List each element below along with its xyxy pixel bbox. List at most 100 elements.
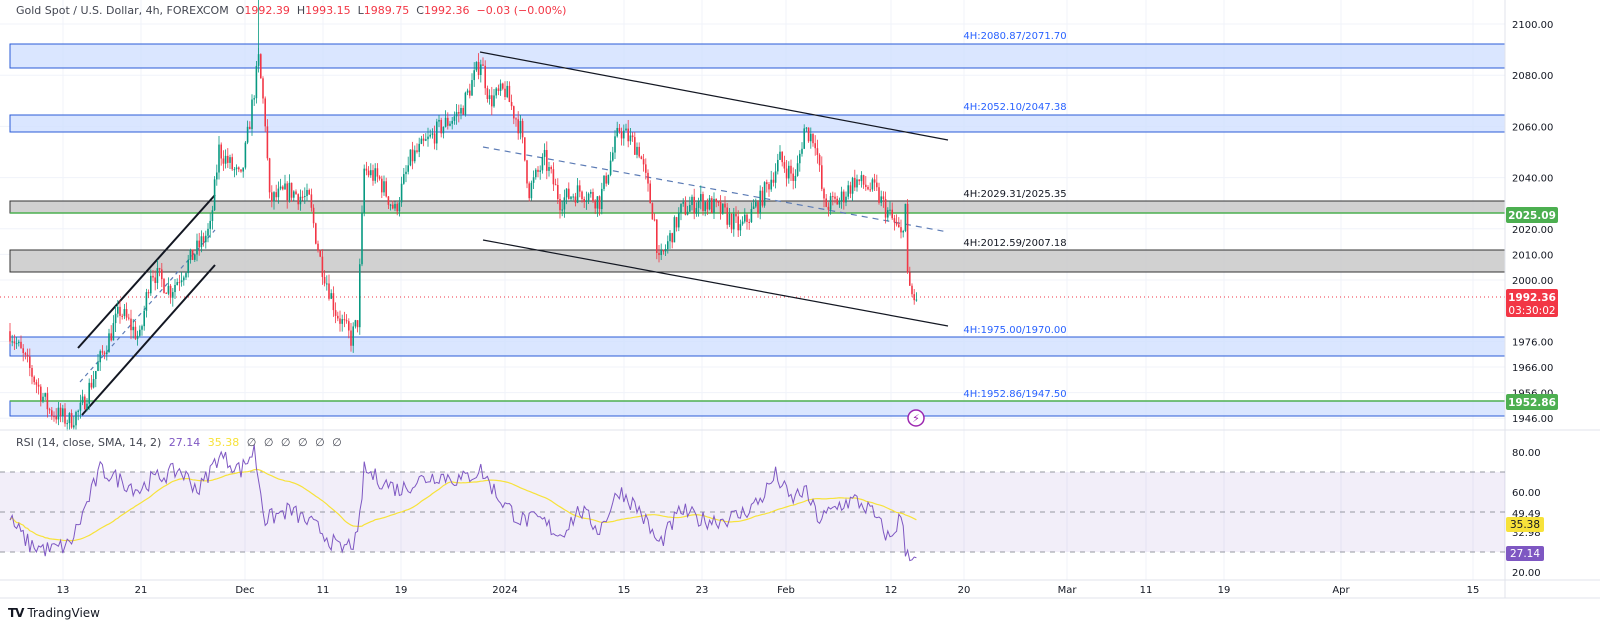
candle-body: [499, 83, 502, 91]
rsi-sma-line: [9, 468, 917, 542]
candle-body: [224, 155, 227, 164]
candle-body: [409, 149, 412, 166]
candle-body: [609, 160, 612, 175]
candle-body: [770, 179, 772, 190]
candle-body: [636, 146, 638, 155]
candle-body: [352, 326, 354, 346]
candle-body: [284, 183, 286, 190]
candle-body: [51, 410, 53, 417]
close-value: 1992.36: [423, 4, 470, 17]
candle-body: [627, 128, 629, 142]
candle-body: [15, 343, 18, 345]
candle-body: [521, 120, 524, 138]
candle-body: [590, 191, 592, 194]
candle-body: [398, 202, 401, 212]
candle-body: [405, 171, 407, 175]
trendline-5: [81, 264, 216, 416]
price-label-bg: [1506, 207, 1558, 223]
candle-body: [453, 116, 456, 121]
candle-body: [319, 250, 321, 257]
candle-body: [583, 199, 585, 202]
candle-body: [97, 362, 99, 371]
candle-body: [818, 154, 821, 166]
candle-body: [440, 119, 442, 134]
candle-body: [733, 213, 735, 230]
candle-body: [513, 106, 515, 119]
candle-body: [550, 167, 552, 170]
lightning-event-icon[interactable]: ⚡: [907, 409, 925, 427]
candle-body: [33, 376, 35, 383]
candle-body: [79, 402, 82, 411]
candle-body: [394, 203, 396, 209]
candle-body: [282, 186, 284, 190]
candle-body: [700, 194, 702, 202]
tradingview-branding[interactable]: TV TradingView: [8, 606, 100, 620]
candle-body: [44, 393, 46, 397]
candle-body: [889, 209, 891, 211]
candle-body: [471, 80, 473, 96]
candle-body: [374, 168, 376, 181]
candle-body: [568, 188, 570, 199]
candle-body: [565, 188, 568, 198]
candle-body: [761, 190, 764, 206]
open-label: O: [235, 4, 245, 17]
candle-body: [213, 179, 216, 211]
candle-body: [832, 196, 834, 198]
candle-body: [473, 70, 475, 81]
candle-body: [64, 408, 66, 424]
time-tick: Apr: [1332, 585, 1350, 596]
candle-body: [240, 169, 242, 172]
time-tick: 15: [618, 585, 631, 596]
candle-body: [70, 413, 73, 428]
rsi-label-bg: [1506, 517, 1544, 532]
candle-body: [235, 167, 238, 170]
zone-label-5: 4H:1975.00/1970.00: [963, 325, 1066, 336]
candle-body: [684, 202, 687, 215]
candle-body: [337, 315, 339, 319]
candle-body: [48, 409, 51, 411]
low-label: L: [357, 4, 364, 17]
candle-body: [262, 78, 264, 99]
candle-body: [488, 95, 491, 99]
candle-body: [680, 203, 682, 213]
candle-body: [88, 382, 90, 404]
candle-body: [601, 188, 603, 210]
candle-body: [165, 292, 167, 294]
candle-body: [871, 179, 874, 190]
candle-body: [9, 331, 11, 342]
zone-label-1: 4H:2080.87/2071.70: [963, 31, 1066, 42]
time-tick: 20: [958, 585, 971, 596]
candle-body: [317, 243, 319, 251]
candle-body: [579, 185, 581, 192]
candle-body: [906, 203, 909, 273]
candle-body: [612, 152, 614, 161]
candle-body: [315, 223, 317, 244]
candle-body: [176, 282, 178, 285]
candle-body: [559, 198, 561, 211]
candle-body: [803, 128, 805, 149]
candle-body: [154, 277, 156, 284]
high-value: 1993.15: [305, 4, 351, 17]
candle-body: [136, 335, 139, 339]
candle-body: [508, 85, 511, 102]
candle-body: [552, 169, 555, 185]
candle-body: [790, 165, 792, 174]
candle-body: [161, 269, 163, 280]
candle-body: [189, 249, 192, 260]
candle-body: [477, 61, 480, 75]
candle-body: [763, 182, 766, 206]
candle-body: [266, 126, 269, 159]
zone-label-6: 4H:1952.86/1947.50: [963, 389, 1066, 400]
candle-body: [880, 196, 882, 203]
rsi-sma-value: 35.38: [207, 436, 240, 449]
candle-body: [119, 306, 121, 316]
candle-body: [365, 168, 368, 171]
candle-body: [662, 250, 665, 252]
candle-body: [257, 54, 260, 66]
change-value: −0.03 (−0.00%): [476, 4, 567, 17]
rsi-label: 27.14: [1510, 548, 1540, 560]
candle-body: [117, 306, 119, 314]
candle-body: [169, 285, 172, 298]
candle-body: [667, 241, 669, 250]
